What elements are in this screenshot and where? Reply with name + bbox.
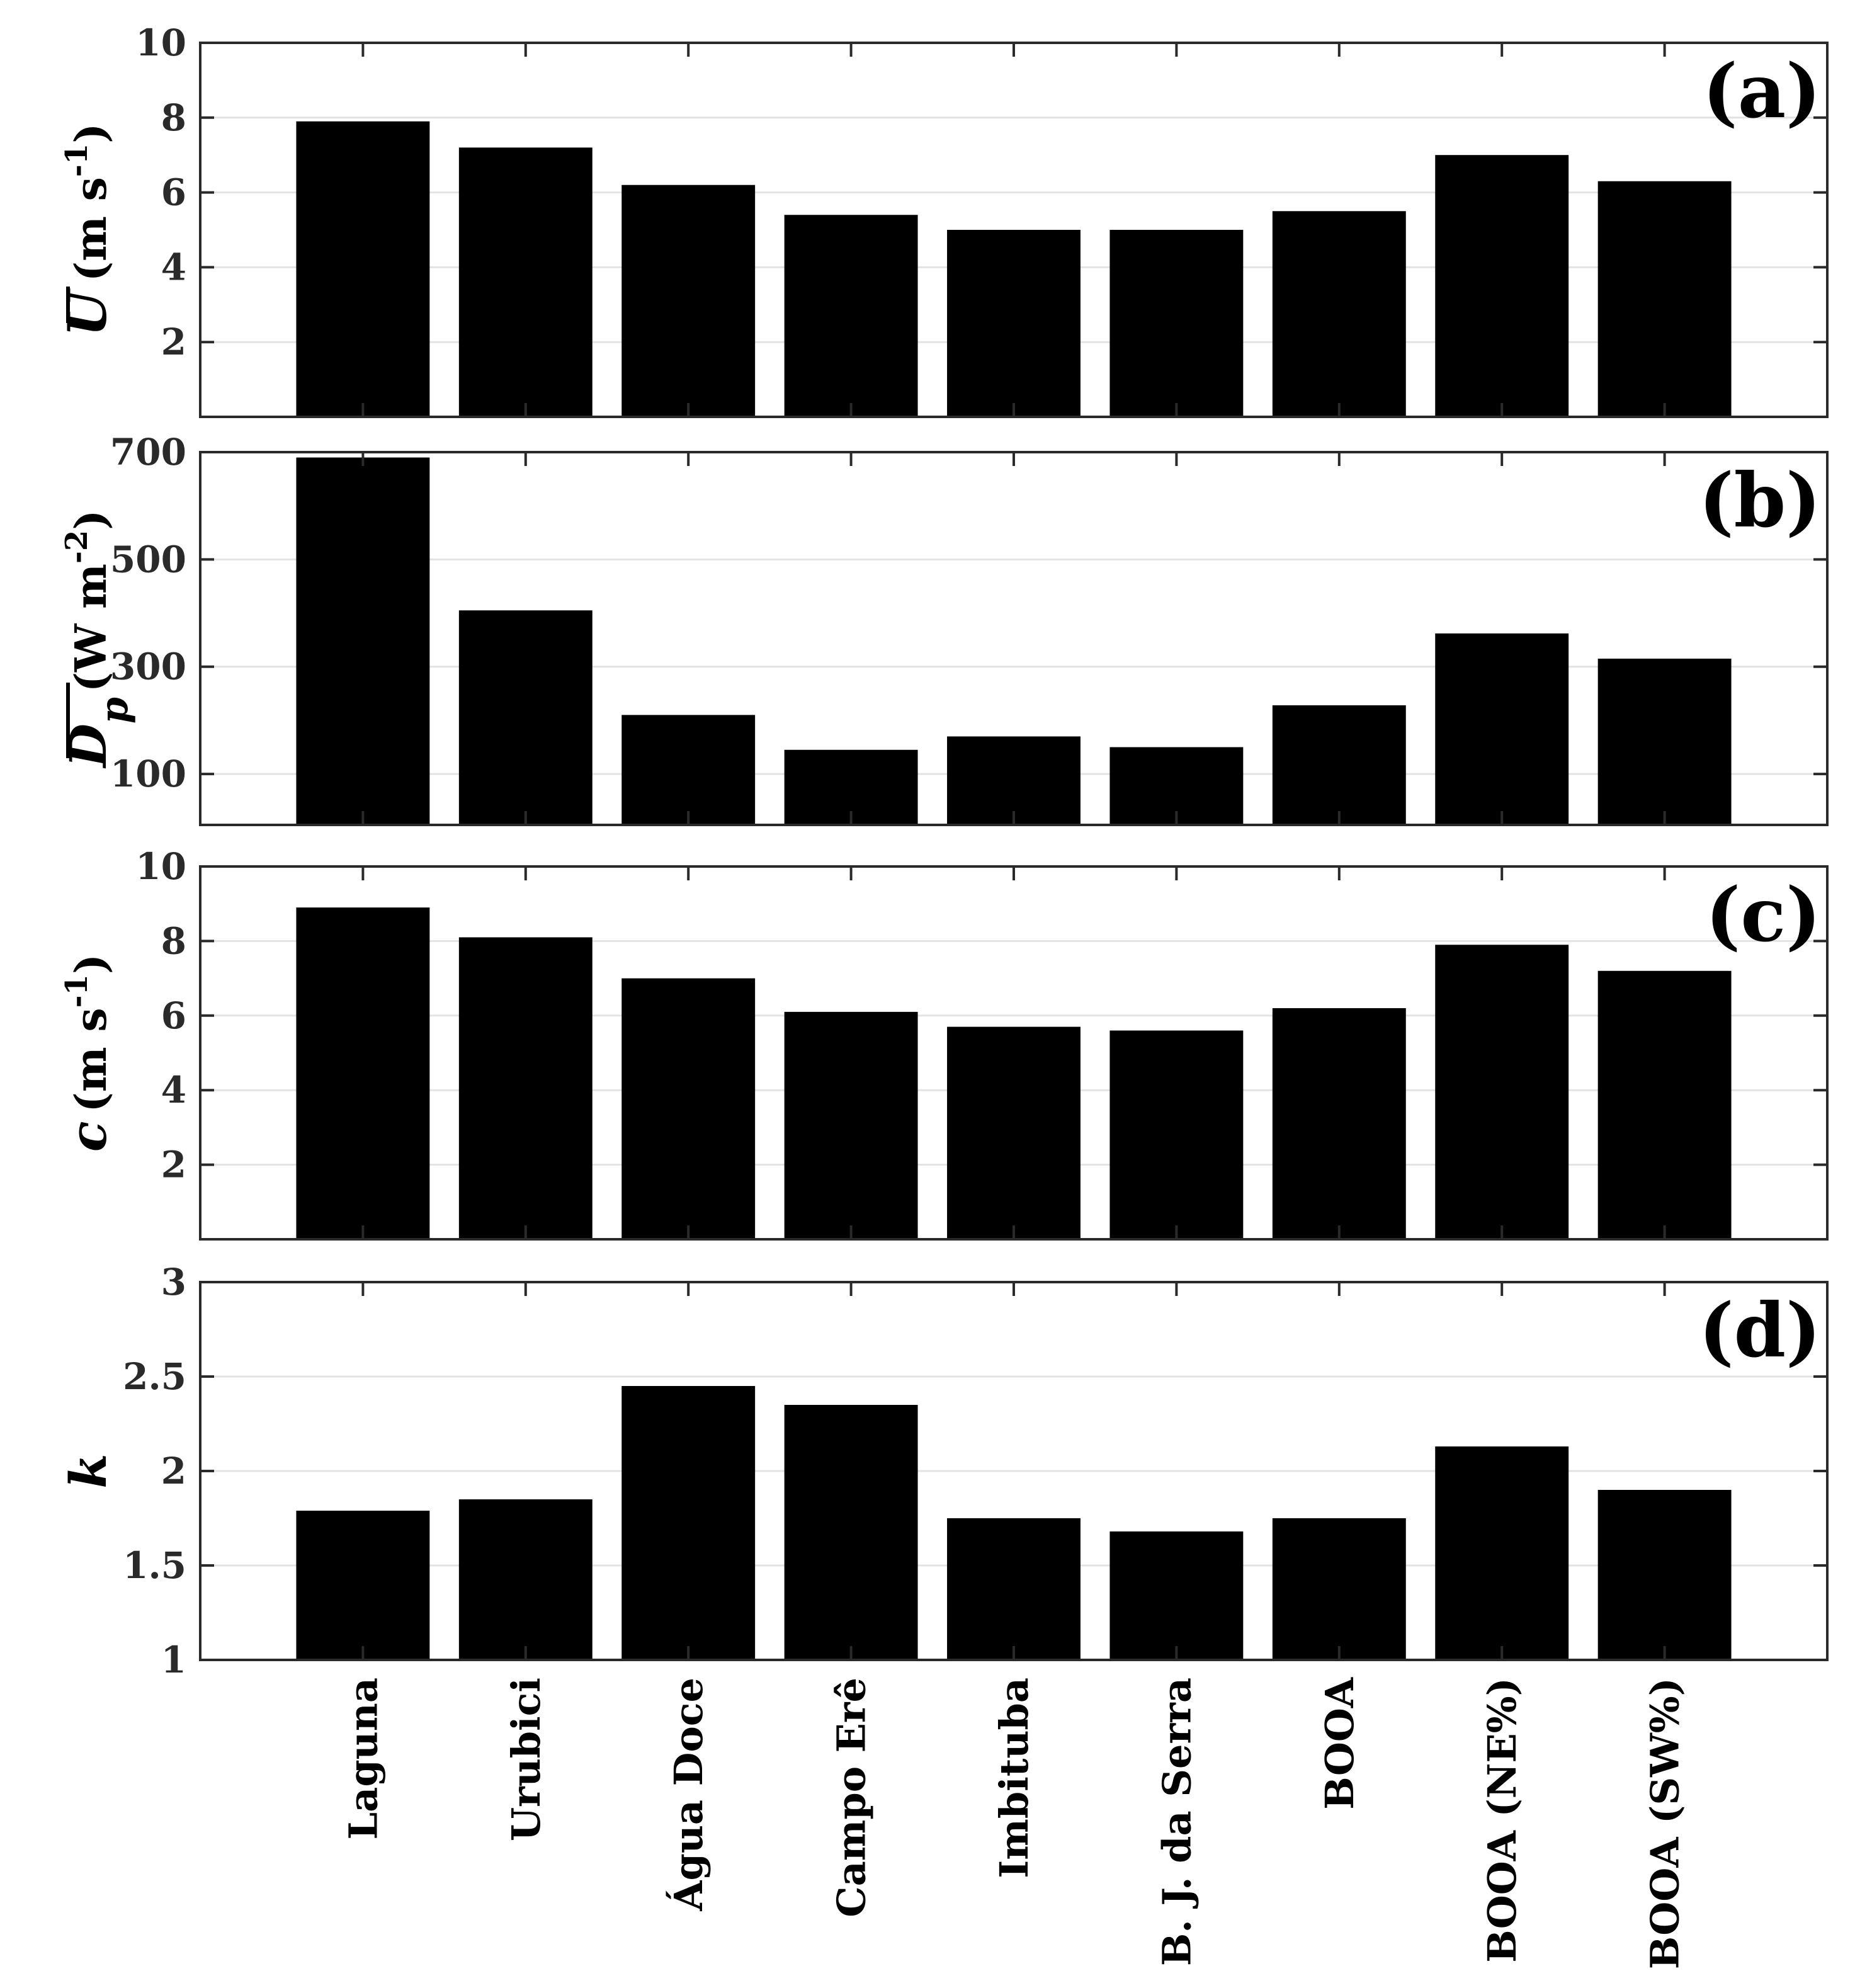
y-tick-label: 700 [110,431,186,474]
y-tick-label: 2.5 [123,1355,186,1398]
x-category-label: Laguna [340,1678,386,1839]
y-tick-label: 6 [161,171,186,214]
bar-booa [1272,211,1406,417]
bar-campo-er- [784,215,918,417]
bar-b-j-da-serra [1109,1531,1244,1660]
bar-booa-ne- [1435,1446,1569,1660]
bar-b-j-da-serra [1109,1030,1244,1239]
y-tick-label: 10 [135,845,186,888]
panel-label: (c) [1705,871,1821,958]
bar-booa-ne- [1435,633,1569,825]
x-category-label: BOOA [1317,1677,1363,1810]
y-tick-label: 2 [161,1450,186,1492]
bar-imbituba [947,1026,1081,1239]
bar--gua-doce [621,715,756,825]
bar-urubici [458,1499,593,1660]
bar-booa-sw- [1597,1490,1732,1660]
bar-booa-ne- [1435,155,1569,417]
x-category-label: B. J. da Serra [1154,1678,1200,1966]
x-category-label: Água Doce [666,1678,712,1912]
y-axis-label: Dp(W m-2) [59,509,137,768]
bar-booa-sw- [1597,181,1732,417]
bar-b-j-da-serra [1109,230,1244,417]
panel-label: (a) [1703,47,1821,135]
y-tick-label: 2 [161,321,186,363]
panel-b: 100 300 500 700 (b) Dp(W m-2) [59,431,1829,826]
panel-a: 2 4 6 8 10 (a) U(m s-1) [56,21,1829,418]
y-tick-label: 500 [110,538,186,581]
y-tick-label: 4 [161,1069,186,1111]
bar-booa [1272,1008,1406,1239]
x-category-label: BOOA (SW%) [1642,1678,1688,1969]
bar-urubici [458,610,593,825]
panel-d: 1 1.5 2 2.5 3 (d) k [59,1261,1829,1681]
y-tick-label: 8 [161,96,186,139]
x-category-label: Imbituba [991,1678,1037,1878]
bar-laguna [296,121,430,417]
bar-campo-er- [784,1011,918,1239]
y-tick-label: 6 [161,994,186,1037]
y-tick-label: 2 [161,1144,186,1186]
x-category-label: BOOA (NE%) [1479,1678,1525,1963]
x-category-label: Urubici [503,1678,549,1841]
bar-campo-er- [784,1405,918,1660]
bar-laguna [296,457,430,825]
bar-urubici [458,147,593,417]
y-tick-label: 100 [110,753,186,795]
bar-booa [1272,1518,1406,1660]
bar-booa [1272,705,1406,825]
panel-label: (b) [1699,457,1821,544]
y-tick-label: 1 [161,1639,186,1681]
bar--gua-doce [621,1386,756,1660]
y-tick-label: 300 [110,645,186,688]
y-axis-label: k [59,1453,118,1488]
bar-imbituba [947,1518,1081,1660]
bar-booa-sw- [1597,970,1732,1239]
y-axis-label: U(m s-1) [56,123,118,337]
bar-booa-sw- [1597,658,1732,825]
y-axis-label: c(m s-1) [59,954,118,1152]
y-tick-label: 1.5 [123,1544,186,1587]
x-category-label: Campo Erê [829,1678,875,1917]
bar-booa-ne- [1435,945,1569,1239]
panel-label: (d) [1699,1287,1821,1374]
y-tick-label: 4 [161,246,186,288]
y-tick-label: 10 [135,21,186,64]
y-tick-label: 3 [161,1261,186,1304]
bar-imbituba [947,230,1081,417]
panel-c: 2 4 6 8 10 (c) c(m s-1) [59,845,1829,1241]
bar-urubici [458,937,593,1239]
bar--gua-doce [621,978,756,1239]
bar-laguna [296,1511,430,1660]
y-tick-label: 8 [161,919,186,962]
bar-laguna [296,907,430,1239]
bar-imbituba [947,736,1081,825]
bar--gua-doce [621,185,756,417]
